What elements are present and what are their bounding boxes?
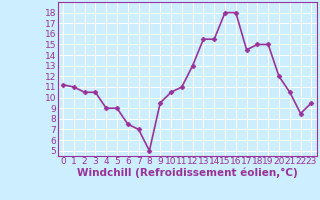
X-axis label: Windchill (Refroidissement éolien,°C): Windchill (Refroidissement éolien,°C)	[77, 168, 298, 178]
